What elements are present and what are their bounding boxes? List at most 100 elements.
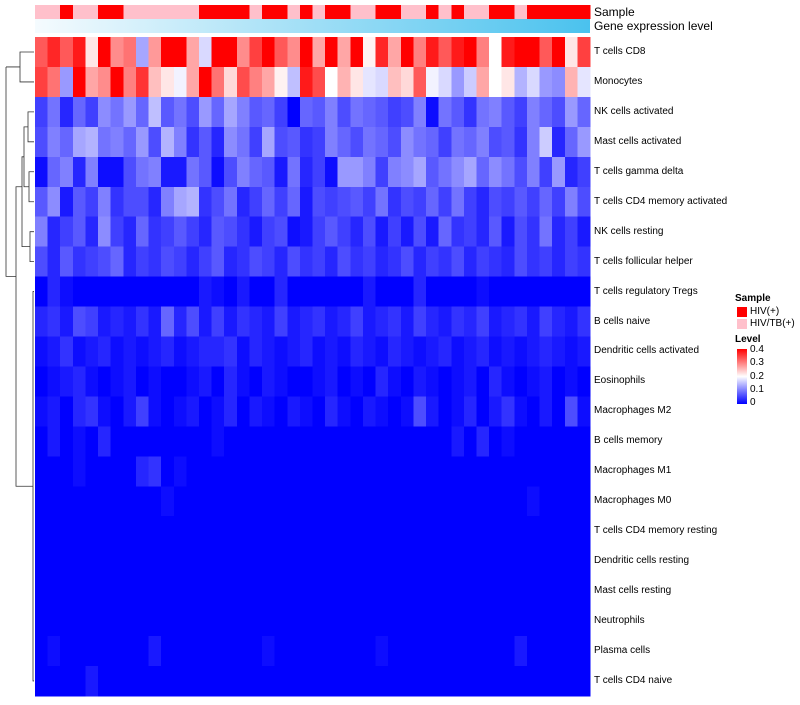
heatmap-cell — [375, 126, 389, 158]
heatmap-cell — [98, 306, 112, 337]
heatmap-cell — [287, 186, 301, 218]
heatmap-cell — [35, 216, 49, 248]
heatmap-cell — [249, 276, 263, 308]
heatmap-cell — [299, 156, 313, 188]
heatmap-cell — [325, 276, 339, 308]
heatmap-cell — [501, 636, 515, 667]
heatmap-cell — [211, 37, 225, 68]
heatmap-cell — [438, 186, 452, 218]
heatmap-cell — [299, 516, 313, 547]
heatmap-cell — [400, 96, 414, 128]
heatmap-cell — [426, 336, 440, 367]
heatmap-cell — [198, 246, 213, 278]
heatmap-cell — [123, 426, 137, 457]
sample-annotation-cell — [539, 5, 553, 19]
heatmap-cell — [60, 156, 74, 188]
heatmap-cell — [198, 276, 213, 308]
heatmap-cell — [501, 546, 515, 577]
heatmap-cell — [72, 156, 86, 188]
heatmap-cell — [35, 276, 49, 308]
heatmap-cell — [438, 276, 452, 308]
heatmap-cell — [35, 66, 49, 98]
heatmap-cell — [98, 66, 112, 98]
heatmap-cell — [110, 126, 124, 158]
heatmap-cell — [72, 216, 86, 248]
heatmap-cell — [577, 306, 591, 337]
heatmap-cell — [350, 336, 364, 367]
heatmap-cell — [350, 186, 364, 218]
heatmap-cell — [123, 396, 137, 427]
heatmap-cell — [577, 96, 591, 128]
heatmap-cell — [413, 576, 427, 607]
heatmap-cell — [274, 96, 288, 128]
heatmap-cell — [98, 456, 112, 487]
heatmap-cell — [514, 426, 528, 457]
heatmap-cell — [85, 66, 99, 98]
heatmap-cell — [72, 516, 86, 547]
heatmap-cell — [135, 126, 150, 158]
heatmap-cell — [388, 276, 402, 308]
heatmap-cell — [249, 186, 263, 218]
heatmap-cell — [236, 606, 250, 637]
heatmap-cell — [400, 576, 414, 607]
heatmap-cell — [438, 636, 452, 667]
heatmap-cell — [526, 486, 541, 517]
heatmap-cell — [60, 576, 74, 607]
heatmap-cell — [451, 516, 465, 547]
heatmap-cell — [173, 546, 187, 577]
heatmap-cell — [539, 186, 553, 218]
heatmap-cell — [161, 606, 175, 637]
heatmap-cell — [110, 426, 124, 457]
heatmap-cell — [236, 396, 250, 427]
heatmap-cell — [224, 276, 238, 308]
heatmap-cell — [287, 366, 301, 397]
heatmap-cell — [299, 276, 313, 308]
heatmap-cell — [362, 665, 377, 697]
heatmap-cell — [375, 456, 389, 487]
heatmap-cell — [564, 636, 578, 667]
heatmap-cell — [489, 126, 503, 158]
heatmap-cell — [337, 486, 351, 517]
heatmap-cell — [72, 276, 86, 308]
heatmap-cell — [413, 66, 427, 98]
heatmap-cell — [60, 426, 74, 457]
heatmap-cell — [198, 606, 213, 637]
heatmap-cell — [552, 216, 566, 248]
heatmap-cell — [564, 366, 578, 397]
heatmap-cell — [186, 366, 200, 397]
heatmap-cell — [388, 576, 402, 607]
heatmap-cell — [388, 216, 402, 248]
heatmap-cell — [123, 246, 137, 278]
sample-annotation-cell — [148, 5, 162, 19]
heatmap-cell — [123, 336, 137, 367]
heatmap-cell — [287, 336, 301, 367]
heatmap-cell — [514, 396, 528, 427]
row-label: Macrophages M0 — [594, 495, 672, 507]
heatmap-cell — [564, 156, 578, 188]
heatmap-cell — [388, 396, 402, 427]
heatmap-cell — [476, 665, 490, 697]
heatmap-cell — [173, 636, 187, 667]
heatmap-cell — [489, 576, 503, 607]
heatmap-cell — [98, 96, 112, 128]
heatmap-cell — [98, 276, 112, 308]
row-label: B cells memory — [594, 435, 663, 447]
heatmap-cell — [85, 366, 99, 397]
heatmap-cell — [489, 246, 503, 278]
heatmap-cell — [198, 96, 213, 128]
heatmap-cell — [489, 186, 503, 218]
heatmap-cell — [287, 486, 301, 517]
heatmap-cell — [72, 126, 86, 158]
heatmap-cell — [552, 516, 566, 547]
heatmap-cell — [274, 156, 288, 188]
heatmap-cell — [476, 306, 490, 337]
heatmap-cell — [161, 516, 175, 547]
heatmap-cell — [476, 126, 490, 158]
heatmap-cell — [476, 276, 490, 308]
heatmap-cell — [413, 396, 427, 427]
heatmap-cell — [35, 306, 49, 337]
sample-annotation-cell — [552, 5, 566, 19]
heatmap-cell — [249, 396, 263, 427]
heatmap-cell — [98, 37, 112, 68]
heatmap-cell — [211, 96, 225, 128]
